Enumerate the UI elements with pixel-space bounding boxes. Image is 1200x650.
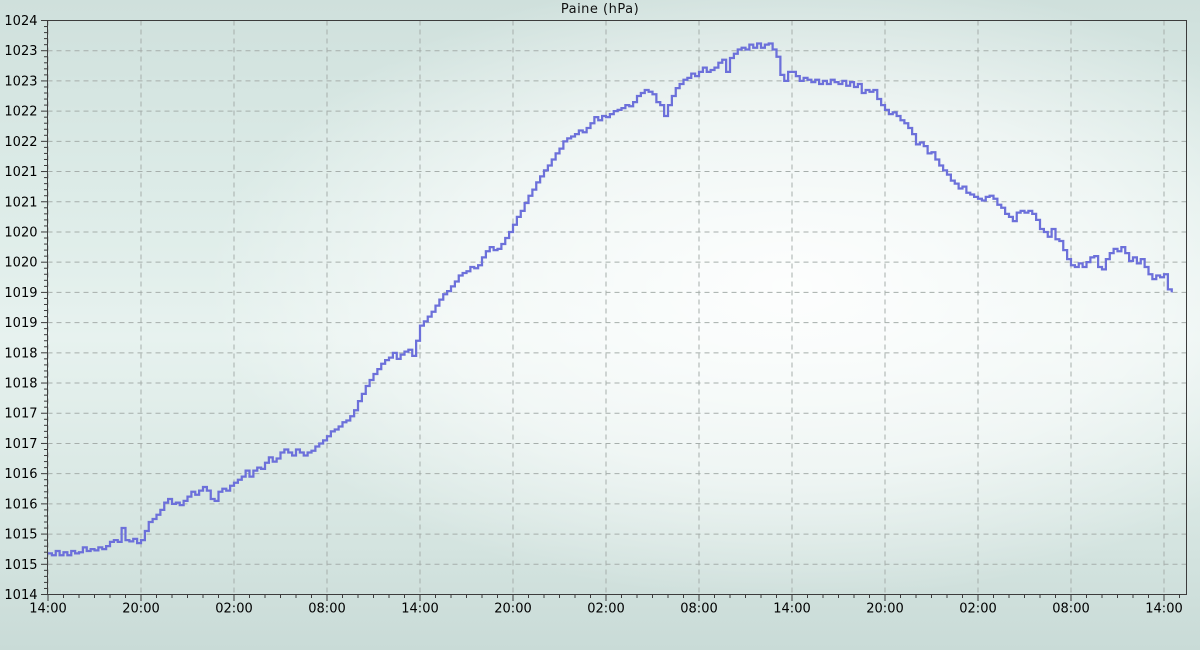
y-tick-label: 1017 <box>4 407 37 422</box>
x-tick-label: 02:00 <box>959 602 996 617</box>
y-tick-label: 1018 <box>4 377 37 392</box>
x-tick-label: 08:00 <box>680 602 717 617</box>
x-tick-label: 14:00 <box>29 602 66 617</box>
x-tick-label: 08:00 <box>308 602 345 617</box>
y-tick-label: 1016 <box>4 467 37 482</box>
x-tick-label: 20:00 <box>866 602 903 617</box>
plot-border <box>47 20 1187 595</box>
y-tick-label: 1020 <box>4 256 37 271</box>
y-tick-label: 1014 <box>4 588 37 603</box>
y-tick-label: 1022 <box>4 135 37 150</box>
y-tick-label: 1019 <box>4 316 37 331</box>
x-tick-label: 14:00 <box>773 602 810 617</box>
y-tick-label: 1022 <box>4 105 37 120</box>
y-tick-label: 1021 <box>4 165 37 180</box>
pressure-line <box>48 42 1173 557</box>
x-tick-label: 20:00 <box>122 602 159 617</box>
y-tick-label: 1024 <box>4 14 37 29</box>
x-tick-label: 02:00 <box>587 602 624 617</box>
x-tick-label: 08:00 <box>1052 602 1089 617</box>
y-tick-label: 1015 <box>4 558 37 573</box>
y-tick-label: 1023 <box>4 74 37 89</box>
y-tick-label: 1018 <box>4 346 37 361</box>
y-tick-label: 1015 <box>4 528 37 543</box>
x-tick-label: 20:00 <box>494 602 531 617</box>
y-tick-label: 1019 <box>4 286 37 301</box>
chart-title: Paine (hPa) <box>560 2 640 17</box>
y-tick-label: 1023 <box>4 44 37 59</box>
y-tick-label: 1016 <box>4 497 37 512</box>
x-tick-label: 02:00 <box>215 602 252 617</box>
y-tick-label: 1020 <box>4 225 37 240</box>
y-tick-label: 1017 <box>4 437 37 452</box>
x-tick-label: 14:00 <box>401 602 438 617</box>
x-tick-label: 14:00 <box>1145 602 1182 617</box>
y-tick-label: 1021 <box>4 195 37 210</box>
